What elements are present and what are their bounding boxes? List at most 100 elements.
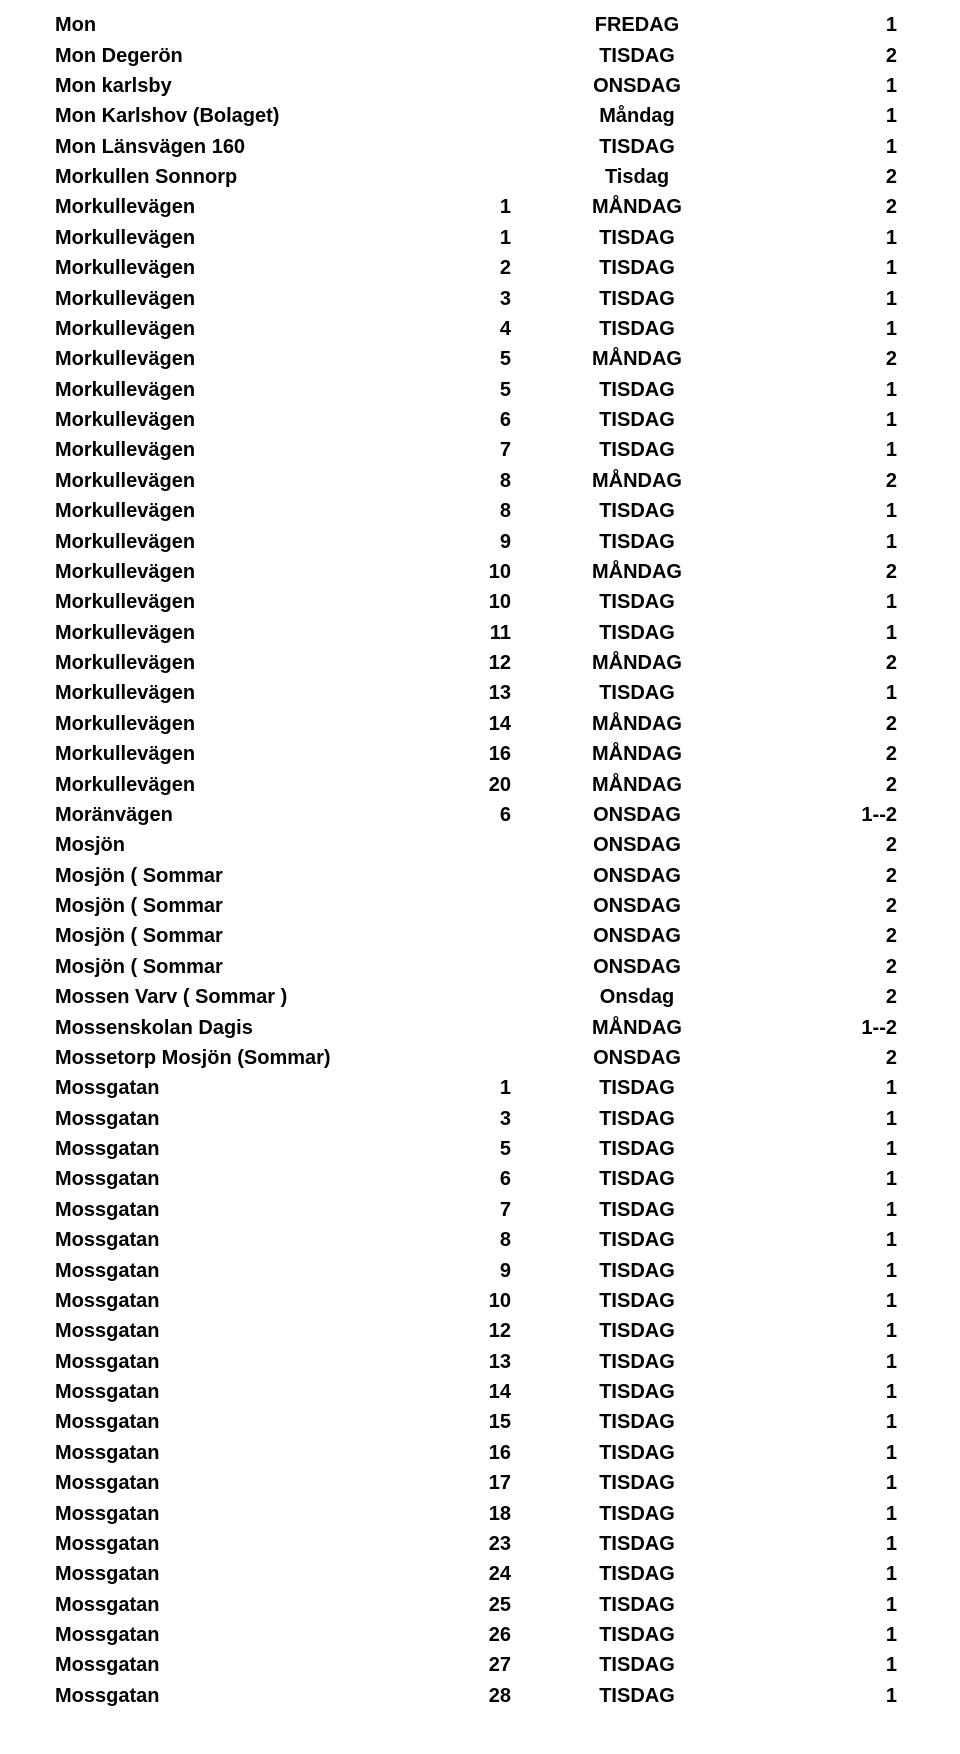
street-name: Mon Länsvägen 160 [55,137,407,157]
day: ONSDAG [567,866,707,886]
table-row: Mossetorp Mosjön (Sommar)ONSDAG2 [55,1043,905,1073]
day: TISDAG [567,1412,707,1432]
frequency: 2 [707,349,905,369]
street-name: Mon Degerön [55,46,407,66]
street-name: Mossgatan [55,1595,407,1615]
frequency: 1 [707,1534,905,1554]
day: TISDAG [567,410,707,430]
street-name: Mossgatan [55,1686,407,1706]
day: TISDAG [567,1352,707,1372]
table-row: Morkullevägen1TISDAG1 [55,223,905,253]
day: MÅNDAG [567,562,707,582]
day: ONSDAG [567,957,707,977]
frequency: 1 [707,1595,905,1615]
street-name: Mon Karlshov (Bolaget) [55,106,407,126]
table-row: Morkullevägen10MÅNDAG2 [55,557,905,587]
street-number: 8 [407,471,567,491]
street-number: 5 [407,349,567,369]
frequency: 2 [707,1048,905,1068]
street-number: 8 [407,501,567,521]
street-name: Morkullevägen [55,349,407,369]
street-name: Mossgatan [55,1109,407,1129]
street-number: 6 [407,410,567,430]
frequency: 1 [707,592,905,612]
street-number: 10 [407,1291,567,1311]
street-name: Mon [55,15,407,35]
day: TISDAG [567,1078,707,1098]
table-row: Moränvägen6ONSDAG1--2 [55,800,905,830]
frequency: 1 [707,1352,905,1372]
street-name: Mossgatan [55,1473,407,1493]
table-row: Morkullevägen2TISDAG1 [55,253,905,283]
day: TISDAG [567,1200,707,1220]
day: TISDAG [567,440,707,460]
frequency: 1 [707,1321,905,1341]
street-number: 16 [407,1443,567,1463]
table-row: Mosjön ( SommarONSDAG2 [55,891,905,921]
table-row: Mossgatan14TISDAG1 [55,1377,905,1407]
day: TISDAG [567,1230,707,1250]
street-name: Morkullevägen [55,623,407,643]
table-row: Morkullevägen6TISDAG1 [55,405,905,435]
street-number: 15 [407,1412,567,1432]
frequency: 1 [707,1200,905,1220]
street-name: Mosjön ( Sommar [55,957,407,977]
street-name: Morkullevägen [55,501,407,521]
day: MÅNDAG [567,349,707,369]
day: MÅNDAG [567,775,707,795]
street-number: 25 [407,1595,567,1615]
table-row: Mossgatan1TISDAG1 [55,1073,905,1103]
frequency: 1 [707,1686,905,1706]
day: ONSDAG [567,926,707,946]
table-row: Morkullevägen4TISDAG1 [55,314,905,344]
street-number: 9 [407,1261,567,1281]
frequency: 1 [707,1625,905,1645]
table-row: Morkullevägen8TISDAG1 [55,496,905,526]
day: ONSDAG [567,1048,707,1068]
frequency: 1 [707,440,905,460]
frequency: 2 [707,167,905,187]
frequency: 2 [707,653,905,673]
frequency: 1 [707,15,905,35]
day: MÅNDAG [567,714,707,734]
street-number: 14 [407,1382,567,1402]
day: TISDAG [567,1291,707,1311]
frequency: 1 [707,410,905,430]
day: Tisdag [567,167,707,187]
street-name: Mossgatan [55,1169,407,1189]
frequency: 1 [707,1169,905,1189]
street-number: 10 [407,562,567,582]
table-row: Mossgatan10TISDAG1 [55,1286,905,1316]
day: TISDAG [567,1534,707,1554]
street-number: 24 [407,1564,567,1584]
frequency: 1 [707,1382,905,1402]
street-number: 5 [407,380,567,400]
frequency: 2 [707,471,905,491]
street-name: Mossgatan [55,1655,407,1675]
table-row: Morkullen SonnorpTisdag2 [55,162,905,192]
table-row: MosjönONSDAG2 [55,830,905,860]
frequency: 2 [707,987,905,1007]
table-row: Mossgatan26TISDAG1 [55,1620,905,1650]
frequency: 1 [707,319,905,339]
street-name: Mosjön [55,835,407,855]
day: TISDAG [567,1443,707,1463]
street-name: Morkullevägen [55,228,407,248]
table-row: Mossgatan24TISDAG1 [55,1559,905,1589]
day: TISDAG [567,683,707,703]
street-name: Mossgatan [55,1625,407,1645]
day: TISDAG [567,1655,707,1675]
street-name: Mossen Varv ( Sommar ) [55,987,407,1007]
street-number: 12 [407,653,567,673]
frequency: 1 [707,683,905,703]
street-name: Mossgatan [55,1352,407,1372]
street-number: 26 [407,1625,567,1645]
table-row: Morkullevägen14MÅNDAG2 [55,709,905,739]
table-row: Mossgatan6TISDAG1 [55,1164,905,1194]
day: TISDAG [567,289,707,309]
table-row: Morkullevägen11TISDAG1 [55,618,905,648]
table-row: Mossgatan8TISDAG1 [55,1225,905,1255]
frequency: 2 [707,744,905,764]
street-number: 1 [407,197,567,217]
day: TISDAG [567,1382,707,1402]
